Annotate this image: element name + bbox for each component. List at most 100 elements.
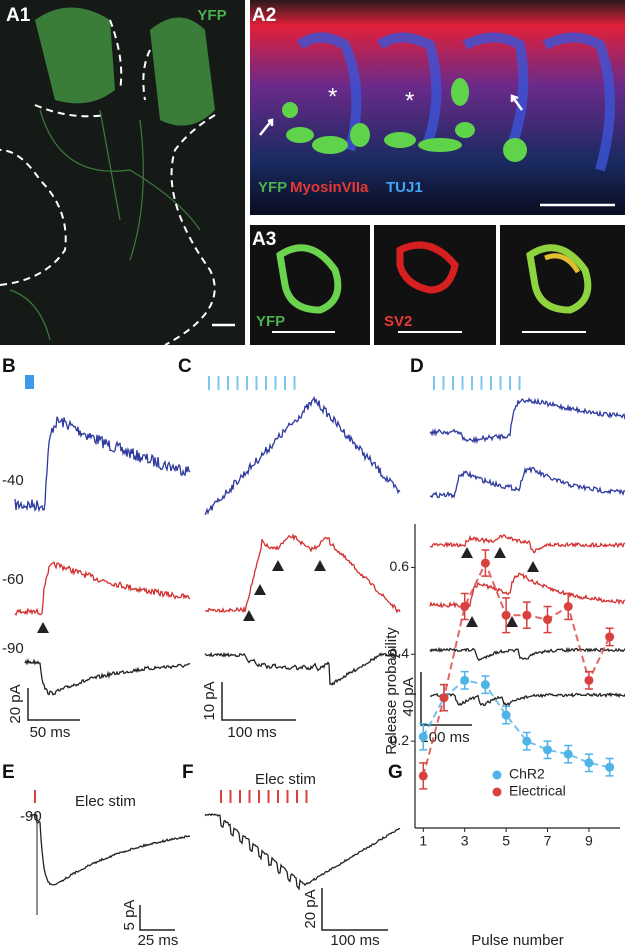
stim-label: Elec stim bbox=[75, 793, 136, 810]
a3-image bbox=[500, 225, 625, 345]
x-tick-label: 5 bbox=[502, 833, 510, 849]
data-point bbox=[543, 745, 553, 755]
event-marker bbox=[314, 560, 326, 571]
stain-label: YFP bbox=[197, 7, 226, 24]
scale-bar bbox=[221, 682, 296, 721]
data-point bbox=[584, 758, 594, 768]
trace bbox=[429, 646, 625, 662]
chart-g: 0.2 0.4 0.6 1 3 5 7 9 Pulse number Release probab… bbox=[383, 524, 620, 949]
arrow bbox=[259, 94, 524, 136]
event-marker bbox=[466, 616, 478, 627]
a1-fibers bbox=[9, 109, 201, 341]
legend-label: Electrical bbox=[509, 783, 566, 799]
data-point bbox=[418, 732, 428, 742]
a3-image bbox=[250, 225, 370, 345]
scale-label: 100 ms bbox=[227, 724, 276, 741]
panel-label: F bbox=[182, 762, 194, 783]
stim-label: Elec stim bbox=[255, 771, 316, 788]
data-point bbox=[584, 675, 594, 685]
data-point bbox=[563, 749, 573, 759]
panel-label: C bbox=[178, 356, 192, 377]
y-axis-label: Release probability bbox=[383, 627, 400, 755]
scale-label: 100 ms bbox=[330, 932, 379, 949]
event-marker bbox=[272, 560, 284, 571]
legend-label: TUJ1 bbox=[386, 179, 423, 196]
event-marker bbox=[494, 547, 506, 558]
event-marker bbox=[37, 622, 49, 633]
holding-potential: -60 bbox=[2, 571, 24, 588]
a3-bouton bbox=[526, 244, 592, 314]
trace bbox=[429, 466, 625, 499]
data-point bbox=[460, 602, 470, 612]
legend-marker bbox=[492, 770, 502, 780]
asterisk: * bbox=[405, 87, 414, 114]
data-point bbox=[460, 675, 470, 685]
panel-label: A2 bbox=[252, 5, 276, 26]
data-point bbox=[563, 602, 573, 612]
trace bbox=[204, 813, 401, 891]
scale-label: 40 pA bbox=[400, 677, 417, 716]
trace bbox=[204, 533, 401, 614]
data-point bbox=[501, 710, 511, 720]
scale-bar bbox=[139, 905, 175, 931]
scale-label: 50 ms bbox=[30, 724, 71, 741]
event-marker bbox=[527, 561, 539, 572]
asterisk: * bbox=[328, 83, 337, 110]
event-marker bbox=[254, 584, 266, 595]
holding-potential: -90 bbox=[20, 808, 42, 825]
stim-marker bbox=[25, 375, 34, 389]
stain-label: YFP bbox=[256, 313, 285, 330]
data-point bbox=[501, 610, 511, 620]
stain-label: SV2 bbox=[384, 313, 412, 330]
fit-curve bbox=[422, 679, 610, 769]
trace bbox=[429, 692, 625, 707]
y-tick-label: 0.2 bbox=[390, 732, 410, 748]
traces bbox=[14, 395, 625, 915]
stim-train bbox=[220, 790, 308, 803]
data-point bbox=[522, 736, 532, 746]
a1-tissue bbox=[35, 7, 115, 104]
holding-potential: -90 bbox=[2, 640, 24, 657]
event-marker bbox=[461, 547, 473, 558]
data-point bbox=[418, 771, 428, 781]
trace bbox=[429, 397, 625, 445]
trace bbox=[14, 561, 191, 616]
panel-label: G bbox=[388, 762, 403, 783]
data-point bbox=[480, 680, 490, 690]
x-tick-label: 3 bbox=[461, 833, 469, 849]
panel-label: D bbox=[410, 356, 424, 377]
panel-label: B bbox=[2, 356, 16, 377]
x-tick-label: 7 bbox=[544, 833, 552, 849]
panel-label: E bbox=[2, 762, 15, 783]
scale-bar bbox=[321, 888, 388, 931]
legend-label: ChR2 bbox=[509, 766, 545, 782]
scale-label: 25 ms bbox=[138, 932, 179, 949]
scale-bar bbox=[420, 672, 472, 726]
trace bbox=[14, 416, 191, 513]
scale-bar bbox=[27, 688, 80, 721]
data-point bbox=[605, 762, 615, 772]
data-point bbox=[522, 610, 532, 620]
scale-label: 20 pA bbox=[7, 684, 24, 723]
stim-train bbox=[208, 376, 521, 390]
a2-cells bbox=[297, 32, 615, 172]
trace bbox=[204, 651, 401, 686]
holding-potential: -40 bbox=[2, 472, 24, 489]
scale-label: 100 ms bbox=[420, 729, 469, 746]
trace bbox=[29, 813, 191, 886]
a3-bouton bbox=[396, 241, 459, 294]
event-marker bbox=[243, 610, 255, 621]
event-marker bbox=[506, 616, 518, 627]
panel-label: A1 bbox=[6, 5, 31, 26]
a2-boutons bbox=[282, 78, 527, 162]
trace bbox=[204, 395, 401, 516]
y-tick-label: 0.4 bbox=[390, 645, 410, 661]
scale-label: 20 pA bbox=[302, 889, 319, 928]
data-point bbox=[480, 558, 490, 568]
a3-bouton bbox=[276, 244, 342, 314]
trace bbox=[24, 658, 191, 696]
x-tick-label: 1 bbox=[419, 833, 427, 849]
legend-label: YFP bbox=[258, 179, 287, 196]
panel-label: A3 bbox=[252, 229, 276, 250]
